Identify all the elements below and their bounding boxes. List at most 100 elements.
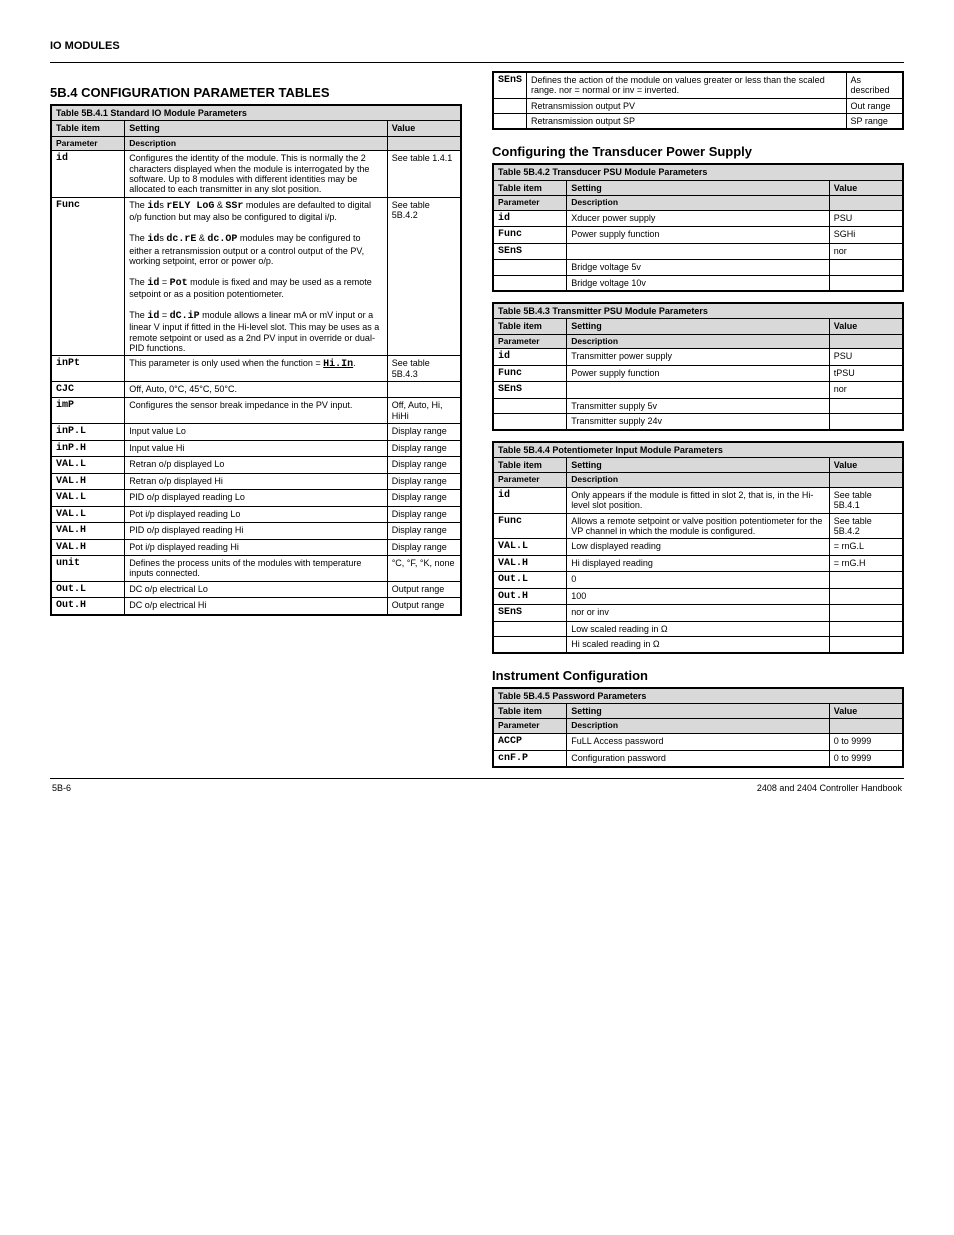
param-value: Display range xyxy=(387,424,461,441)
col-header: Table item xyxy=(493,180,567,195)
param-code: CJC xyxy=(51,381,125,398)
param-value: nor xyxy=(829,382,903,399)
param-value: See table 5B.4.3 xyxy=(387,356,461,382)
param-value: As described xyxy=(846,72,903,98)
param-desc: Defines the process units of the modules… xyxy=(125,556,387,582)
param-desc: Configures the identity of the module. T… xyxy=(125,151,387,197)
param-desc: This parameter is only used when the fun… xyxy=(125,356,387,382)
col-subheader: Description xyxy=(567,196,829,211)
param-value: 0 to 9999 xyxy=(829,734,903,751)
col-subheader: Description xyxy=(567,473,829,488)
param-value xyxy=(829,588,903,605)
table-caption: Table 5B.4.3 Transmitter PSU Module Para… xyxy=(493,303,903,319)
param-code: id xyxy=(493,210,567,227)
param-desc: Allows a remote setpoint or valve positi… xyxy=(567,513,829,539)
param-desc: 0 xyxy=(567,572,829,589)
param-code xyxy=(493,398,567,413)
param-code: ACCP xyxy=(493,734,567,751)
param-code: inP.L xyxy=(51,424,125,441)
table-caption: Table 5B.4.4 Potentiometer Input Module … xyxy=(493,442,903,458)
param-code: imP xyxy=(51,398,125,424)
col-subheader: Description xyxy=(567,719,829,734)
param-desc: PID o/p displayed reading Hi xyxy=(125,523,387,540)
param-value xyxy=(829,275,903,291)
param-desc: Off, Auto, 0°C, 45°C, 50°C. xyxy=(125,381,387,398)
col-subheader: Description xyxy=(567,334,829,349)
col-subheader xyxy=(829,334,903,349)
param-code: VAL.H xyxy=(51,473,125,490)
param-value xyxy=(829,398,903,413)
col-subheader xyxy=(829,719,903,734)
param-desc: nor or inv xyxy=(567,605,829,622)
param-value: SGHi xyxy=(829,227,903,244)
param-code: SEnS xyxy=(493,382,567,399)
param-code: VAL.L xyxy=(51,457,125,474)
param-code: inPt xyxy=(51,356,125,382)
param-value xyxy=(829,414,903,430)
param-code: Func xyxy=(493,365,567,382)
param-value: = rnG.H xyxy=(829,555,903,572)
col-header: Setting xyxy=(567,704,829,719)
param-code: id xyxy=(51,151,125,197)
param-desc: Input value Lo xyxy=(125,424,387,441)
param-desc: Bridge voltage 10v xyxy=(567,275,829,291)
param-desc: Low displayed reading xyxy=(567,539,829,556)
param-value: See table 1.4.1 xyxy=(387,151,461,197)
param-code xyxy=(493,414,567,430)
table-pot-input: Table 5B.4.4 Potentiometer Input Module … xyxy=(492,441,904,654)
param-desc: PID o/p displayed reading Lo xyxy=(125,490,387,507)
param-desc: Only appears if the module is fitted in … xyxy=(567,488,829,514)
table-caption: Table 5B.4.5 Password Parameters xyxy=(493,688,903,704)
col-header: Setting xyxy=(125,121,387,136)
param-code: unit xyxy=(51,556,125,582)
left-column: 5B.4 CONFIGURATION PARAMETER TABLES Tabl… xyxy=(50,71,462,616)
param-value: SP range xyxy=(846,114,903,130)
param-value: Display range xyxy=(387,440,461,457)
param-value xyxy=(829,572,903,589)
page-header: IO MODULES xyxy=(50,40,904,52)
param-value: See table 5B.4.1 xyxy=(829,488,903,514)
param-code: Out.H xyxy=(51,598,125,615)
param-value: 0 to 9999 xyxy=(829,750,903,767)
col-header: Table item xyxy=(493,704,567,719)
col-subheader: Parameter xyxy=(493,196,567,211)
table-standard-io-cont: SEnSDefines the action of the module on … xyxy=(492,71,904,130)
param-code: VAL.H xyxy=(51,539,125,556)
col-header: Table item xyxy=(493,319,567,334)
param-code: cnF.P xyxy=(493,750,567,767)
param-value: = rnG.L xyxy=(829,539,903,556)
param-desc: Low scaled reading in Ω xyxy=(567,621,829,636)
param-value: See table 5B.4.2 xyxy=(829,513,903,539)
param-value: Display range xyxy=(387,523,461,540)
transducer-title: Configuring the Transducer Power Supply xyxy=(492,144,904,159)
param-value: See table 5B.4.2 xyxy=(387,197,461,355)
footer-right: 2408 and 2404 Controller Handbook xyxy=(757,783,902,793)
param-value: PSU xyxy=(829,349,903,366)
param-code: VAL.H xyxy=(51,523,125,540)
param-value xyxy=(829,260,903,275)
right-column: SEnSDefines the action of the module on … xyxy=(492,71,904,768)
param-desc: Transmitter supply 24v xyxy=(567,414,829,430)
col-header: Setting xyxy=(567,319,829,334)
param-value: nor xyxy=(829,243,903,260)
param-code: id xyxy=(493,349,567,366)
col-header: Value xyxy=(387,121,461,136)
param-desc: Retran o/p displayed Hi xyxy=(125,473,387,490)
col-subheader: Parameter xyxy=(493,719,567,734)
param-desc xyxy=(567,382,829,399)
param-code: SEnS xyxy=(493,72,527,98)
col-header: Value xyxy=(829,180,903,195)
param-code xyxy=(493,114,527,130)
instr-config-title: Instrument Configuration xyxy=(492,668,904,683)
param-code: VAL.H xyxy=(493,555,567,572)
param-value: tPSU xyxy=(829,365,903,382)
col-subheader: Parameter xyxy=(51,136,125,151)
col-header: Value xyxy=(829,704,903,719)
param-value: Output range xyxy=(387,598,461,615)
table-password: Table 5B.4.5 Password ParametersTable it… xyxy=(492,687,904,768)
param-desc: Power supply function xyxy=(567,365,829,382)
param-value: PSU xyxy=(829,210,903,227)
param-desc: Power supply function xyxy=(567,227,829,244)
param-code: SEnS xyxy=(493,243,567,260)
param-desc: Retransmission output SP xyxy=(527,114,847,130)
